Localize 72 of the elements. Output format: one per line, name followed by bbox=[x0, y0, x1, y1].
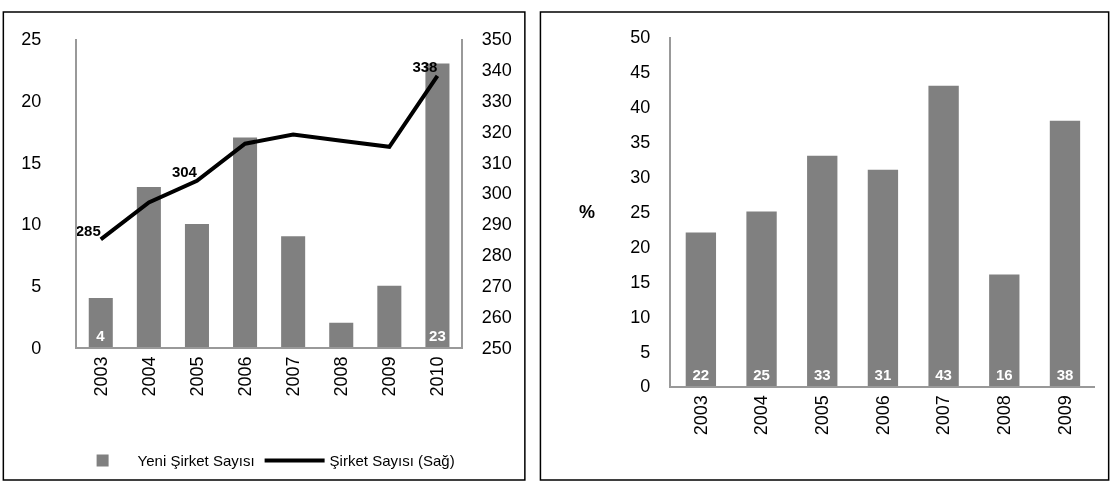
y-tick-label: 35 bbox=[630, 131, 651, 152]
y2-tick-label: 310 bbox=[481, 152, 512, 173]
bar bbox=[281, 236, 306, 348]
legend-label: Yeni Şirket Sayısı bbox=[137, 452, 255, 470]
data-label: 338 bbox=[412, 58, 438, 76]
y2-tick-label: 290 bbox=[481, 214, 512, 235]
y-tick-label: 15 bbox=[630, 271, 651, 292]
y-tick-label: 15 bbox=[21, 152, 42, 173]
y-tick-label: 10 bbox=[630, 306, 651, 327]
bar bbox=[184, 224, 209, 348]
y2-tick-label: 350 bbox=[481, 29, 512, 50]
y-tick-label: 0 bbox=[640, 376, 651, 397]
data-label: 22 bbox=[692, 366, 710, 384]
y2-tick-label: 330 bbox=[481, 90, 512, 111]
x-tick-label: 2009 bbox=[1054, 395, 1075, 436]
y-tick-label: 5 bbox=[640, 341, 651, 362]
x-tick-label: 2003 bbox=[690, 395, 711, 436]
data-label: 25 bbox=[753, 366, 770, 384]
y2-tick-label: 280 bbox=[481, 245, 512, 266]
y2-tick-label: 270 bbox=[481, 276, 512, 297]
data-label: 43 bbox=[935, 366, 952, 384]
x-tick-label: 2007 bbox=[283, 356, 303, 397]
y2-tick-label: 300 bbox=[481, 183, 512, 204]
bar bbox=[867, 169, 899, 387]
y-tick-label: 30 bbox=[630, 166, 651, 187]
bar bbox=[928, 85, 959, 387]
y-tick-label: 5 bbox=[31, 276, 42, 297]
y-tick-label: 45 bbox=[630, 62, 651, 83]
data-label: 285 bbox=[75, 221, 101, 239]
bar bbox=[1049, 120, 1081, 387]
y-tick-label: 40 bbox=[630, 97, 651, 118]
y-tick-label: 10 bbox=[21, 214, 42, 235]
legend-label: Şirket Sayısı (Sağ) bbox=[329, 452, 455, 470]
x-tick-label: 2004 bbox=[751, 395, 772, 436]
x-tick-label: 2007 bbox=[933, 395, 954, 436]
x-tick-label: 2005 bbox=[186, 356, 207, 397]
data-label: 4 bbox=[96, 327, 106, 345]
y2-tick-label: 340 bbox=[481, 59, 512, 80]
x-tick-label: 2003 bbox=[90, 356, 111, 397]
bar bbox=[136, 186, 161, 348]
x-tick-label: 2009 bbox=[379, 356, 400, 397]
data-label: 38 bbox=[1056, 366, 1074, 384]
x-tick-label: 2005 bbox=[812, 395, 833, 436]
y-tick-label: 25 bbox=[630, 201, 651, 222]
bar bbox=[685, 232, 717, 387]
x-tick-label: 2004 bbox=[138, 356, 159, 397]
x-tick-label: 2010 bbox=[427, 356, 448, 397]
y2-tick-label: 260 bbox=[481, 306, 512, 327]
data-label: 23 bbox=[429, 327, 446, 345]
x-tick-label: 2006 bbox=[234, 356, 255, 397]
y-tick-label: 20 bbox=[630, 236, 651, 257]
y-axis-title: % bbox=[579, 202, 596, 222]
x-tick-label: 2006 bbox=[872, 395, 893, 436]
bar bbox=[233, 137, 258, 348]
data-label: 31 bbox=[874, 366, 892, 384]
y-tick-label: 50 bbox=[630, 27, 651, 48]
data-label: 16 bbox=[995, 366, 1013, 384]
bar bbox=[329, 322, 354, 348]
x-tick-label: 2008 bbox=[331, 356, 352, 397]
y-tick-label: 20 bbox=[21, 90, 42, 111]
y-tick-label: 25 bbox=[21, 29, 42, 50]
bar bbox=[989, 274, 1020, 387]
bar bbox=[88, 298, 113, 348]
y2-tick-label: 250 bbox=[481, 337, 512, 358]
y-tick-label: 0 bbox=[31, 337, 42, 358]
x-tick-label: 2008 bbox=[994, 395, 1015, 436]
data-label: 304 bbox=[171, 163, 198, 181]
bar bbox=[377, 285, 402, 348]
data-label: 33 bbox=[813, 366, 831, 384]
bar bbox=[746, 211, 777, 387]
y2-tick-label: 320 bbox=[481, 121, 512, 142]
bar bbox=[807, 155, 838, 387]
